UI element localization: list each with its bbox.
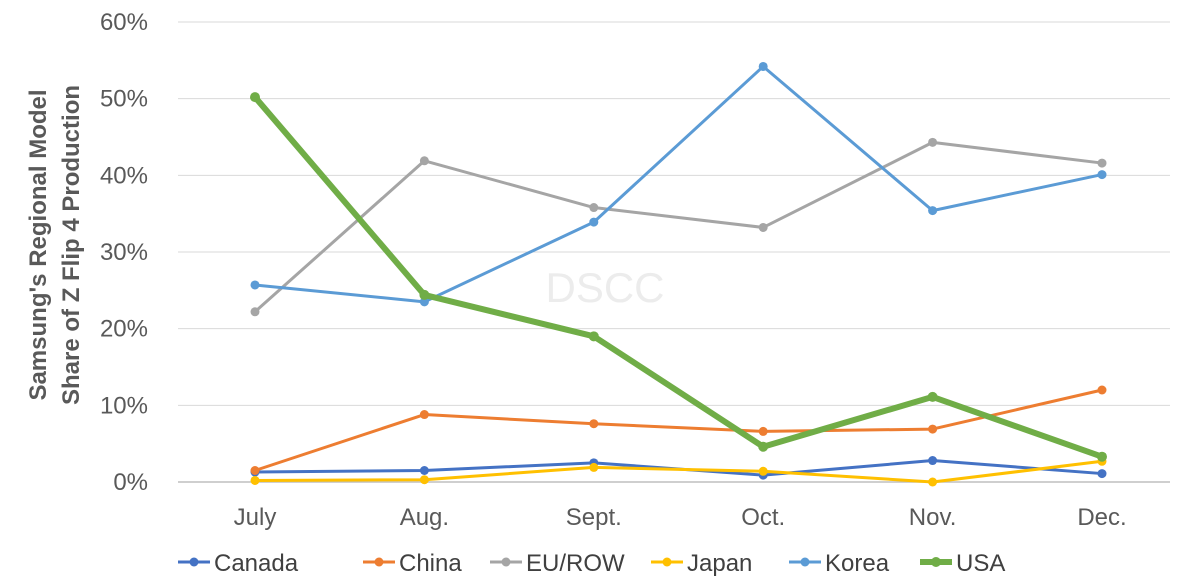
x-tick-label: Dec. <box>1077 504 1126 531</box>
x-tick-label: Nov. <box>909 504 957 531</box>
data-point <box>758 61 768 71</box>
series-japan <box>250 456 1107 487</box>
data-point <box>589 217 599 227</box>
legend-label: Japan <box>687 550 752 577</box>
data-point <box>250 475 260 485</box>
y-axis-ticks: 0% 10% 20% 30% 40% 50% 60% <box>100 9 148 496</box>
data-point <box>927 391 938 402</box>
legend-marker <box>931 557 941 567</box>
series-line <box>252 94 1105 460</box>
series-usa <box>250 92 1107 462</box>
legend-label: EU/ROW <box>526 550 625 577</box>
data-point <box>419 475 429 485</box>
x-axis-ticks: July Aug. Sept. Oct. Nov. Dec. <box>234 504 1127 531</box>
y-tick-label: 30% <box>100 239 148 266</box>
data-point <box>1097 385 1107 395</box>
y-tick-label: 10% <box>100 392 148 419</box>
series-korea <box>250 61 1107 307</box>
data-point <box>419 466 429 475</box>
data-point <box>250 466 260 475</box>
data-point <box>589 203 599 213</box>
data-point <box>589 419 599 429</box>
series-line <box>253 459 1104 477</box>
series-lines <box>250 61 1107 487</box>
legend-item: Korea <box>789 550 890 577</box>
y-tick-label: 20% <box>100 316 148 343</box>
series-eu-row <box>250 137 1107 317</box>
x-tick-label: July <box>234 504 277 531</box>
watermark: DSCC <box>545 264 664 311</box>
data-point <box>1097 451 1107 462</box>
data-point <box>589 462 599 472</box>
x-tick-label: Oct. <box>741 504 785 531</box>
data-point <box>588 331 599 342</box>
data-point <box>928 206 938 216</box>
data-point <box>758 426 768 436</box>
series-line <box>253 459 1104 484</box>
series-line <box>253 64 1104 304</box>
data-point <box>928 137 938 147</box>
data-point <box>758 222 768 232</box>
data-point <box>758 441 769 452</box>
y-axis-label: Samsung's Regional Model Share of Z Flip… <box>25 85 85 405</box>
legend-item: Japan <box>651 550 752 577</box>
legend-marker <box>662 557 672 567</box>
legend-label: China <box>399 550 462 577</box>
y-tick-label: 0% <box>113 469 148 496</box>
legend-marker <box>189 557 199 567</box>
y-tick-label: 60% <box>100 9 148 36</box>
data-point <box>928 424 938 434</box>
legend-item: Canada <box>178 550 299 577</box>
series-line <box>253 388 1104 472</box>
x-tick-label: Aug. <box>400 504 449 531</box>
y-tick-label: 50% <box>100 86 148 113</box>
data-point <box>419 410 429 420</box>
legend-marker <box>501 557 511 567</box>
data-point <box>758 466 768 476</box>
data-point <box>250 280 260 290</box>
data-point <box>928 477 938 487</box>
x-tick-label: Sept. <box>566 504 622 531</box>
y-tick-label: 40% <box>100 162 148 189</box>
data-point <box>250 307 260 317</box>
data-point <box>1097 158 1107 168</box>
y-axis-label-line-1: Samsung's Regional Model <box>25 89 52 400</box>
data-point <box>419 289 430 300</box>
legend-item: EU/ROW <box>490 550 625 577</box>
data-point <box>250 92 260 103</box>
grid <box>178 21 1170 483</box>
legend-label: Korea <box>825 550 890 577</box>
data-point <box>1097 170 1107 180</box>
legend: Canada China EU/ROW Japan Korea USA <box>178 550 1005 577</box>
legend-label: Canada <box>214 550 299 577</box>
legend-item: China <box>363 550 462 577</box>
data-point <box>928 456 938 466</box>
data-point <box>1097 469 1107 479</box>
y-axis-label-line-2: Share of Z Flip 4 Production <box>58 85 85 405</box>
legend-marker <box>374 557 384 567</box>
legend-item: USA <box>920 550 1005 577</box>
legend-marker <box>800 557 810 567</box>
data-point <box>419 156 429 166</box>
legend-label: USA <box>956 550 1005 577</box>
series-china <box>250 385 1107 475</box>
data-point <box>419 297 429 307</box>
series-line <box>253 140 1104 314</box>
